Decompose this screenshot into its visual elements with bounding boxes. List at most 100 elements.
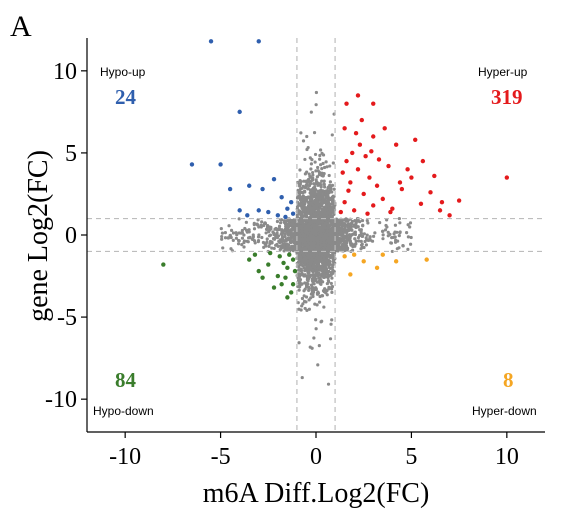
gray-point bbox=[346, 229, 350, 233]
gray-point bbox=[229, 235, 233, 240]
gray-point bbox=[275, 219, 280, 224]
gray-point bbox=[307, 219, 311, 223]
gray-point bbox=[328, 183, 332, 187]
gray-point bbox=[267, 228, 271, 232]
gray-point bbox=[326, 270, 330, 274]
significant-point bbox=[380, 252, 385, 257]
gray-point bbox=[339, 226, 344, 230]
gray-point bbox=[220, 231, 225, 235]
significant-point bbox=[369, 149, 374, 154]
significant-point bbox=[504, 175, 510, 180]
gray-point bbox=[359, 230, 363, 234]
gray-point bbox=[328, 255, 333, 259]
gray-point bbox=[325, 281, 329, 286]
gray-point bbox=[311, 178, 315, 182]
significant-point bbox=[413, 137, 418, 142]
gray-point bbox=[352, 223, 356, 227]
gray-point bbox=[302, 218, 307, 223]
gray-point bbox=[310, 202, 315, 207]
gray-point bbox=[322, 238, 326, 242]
gray-point bbox=[330, 318, 334, 322]
significant-point bbox=[351, 208, 357, 213]
gray-point bbox=[287, 243, 291, 247]
gray-point bbox=[306, 211, 310, 215]
y-tick-label: 10 bbox=[53, 59, 77, 85]
gray-point bbox=[319, 185, 323, 189]
gray-point bbox=[397, 216, 401, 221]
gray-point bbox=[314, 327, 318, 331]
gray-point bbox=[314, 244, 318, 248]
gray-point bbox=[328, 337, 333, 341]
significant-point bbox=[290, 282, 296, 287]
gray-point bbox=[354, 239, 358, 243]
gray-point bbox=[339, 230, 343, 234]
gray-point bbox=[324, 160, 328, 164]
gray-point bbox=[397, 234, 401, 238]
gray-point bbox=[329, 322, 333, 326]
gray-point bbox=[297, 255, 301, 259]
significant-point bbox=[382, 126, 387, 131]
x-tick-label: -10 bbox=[109, 444, 141, 470]
significant-point bbox=[252, 252, 258, 257]
x-tick-label: 10 bbox=[495, 444, 519, 470]
significant-point bbox=[260, 186, 265, 192]
gray-point bbox=[406, 235, 410, 239]
gray-point bbox=[395, 247, 399, 251]
gray-point bbox=[360, 218, 365, 223]
gray-point bbox=[223, 236, 228, 240]
gray-point bbox=[264, 231, 268, 235]
gray-point bbox=[290, 224, 295, 228]
gray-point bbox=[317, 210, 321, 214]
gray-point bbox=[383, 228, 388, 232]
gray-point bbox=[390, 235, 394, 240]
y-axis-label: gene Log2(FC) bbox=[23, 150, 54, 322]
gray-point bbox=[305, 134, 309, 139]
gray-point bbox=[314, 178, 318, 182]
gray-point bbox=[311, 173, 315, 177]
gray-point bbox=[325, 165, 329, 169]
gray-point bbox=[301, 264, 305, 268]
gray-point bbox=[235, 233, 239, 237]
nonsignificant-points bbox=[219, 90, 413, 386]
gray-point bbox=[299, 179, 303, 184]
gray-point bbox=[326, 246, 331, 251]
gray-point bbox=[326, 193, 330, 197]
gray-point bbox=[321, 161, 325, 166]
gray-point bbox=[219, 227, 223, 231]
gray-point bbox=[311, 243, 315, 247]
gray-point bbox=[310, 158, 314, 162]
gray-point bbox=[323, 185, 327, 189]
significant-points bbox=[161, 39, 510, 300]
gray-point bbox=[344, 244, 349, 248]
gray-point bbox=[260, 220, 264, 224]
gray-point bbox=[310, 258, 314, 262]
gray-point bbox=[316, 207, 320, 211]
gray-point bbox=[322, 179, 326, 183]
gray-point bbox=[321, 262, 325, 266]
gray-point bbox=[319, 214, 323, 218]
gray-point bbox=[408, 242, 413, 246]
gray-point bbox=[312, 232, 316, 236]
gray-point bbox=[298, 218, 302, 222]
gray-point bbox=[327, 173, 331, 178]
gray-point bbox=[244, 220, 248, 224]
gray-point bbox=[319, 233, 324, 237]
gray-point bbox=[318, 153, 322, 158]
gray-point bbox=[301, 243, 305, 247]
gray-point bbox=[304, 252, 308, 256]
gray-point bbox=[357, 239, 361, 243]
gray-point bbox=[288, 246, 292, 250]
significant-point bbox=[420, 158, 426, 164]
gray-point bbox=[401, 244, 405, 248]
gray-point bbox=[292, 239, 297, 243]
gray-point bbox=[257, 225, 261, 229]
significant-point bbox=[376, 157, 382, 162]
gray-point bbox=[326, 382, 331, 386]
significant-point bbox=[399, 186, 405, 192]
gray-point bbox=[396, 239, 400, 243]
significant-point bbox=[361, 259, 366, 264]
gray-point bbox=[321, 196, 325, 200]
significant-point bbox=[344, 101, 349, 106]
gray-point bbox=[330, 276, 334, 280]
significant-point bbox=[355, 167, 361, 172]
